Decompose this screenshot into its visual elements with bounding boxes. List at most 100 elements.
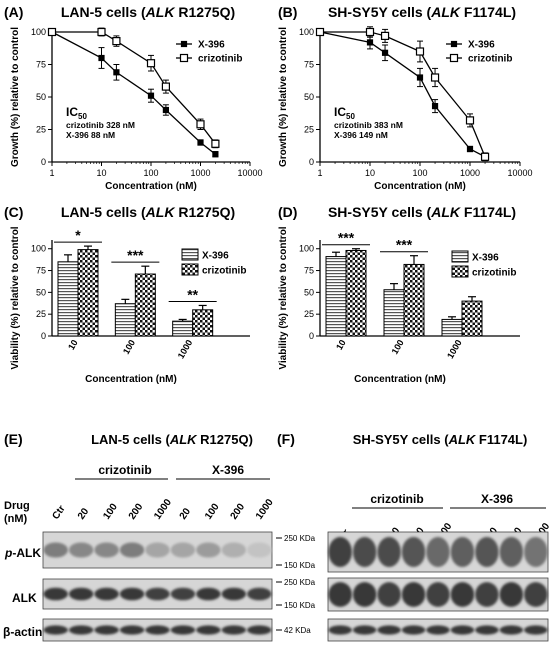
marker-label: 150 KDa: [284, 561, 316, 570]
ic50-value: crizotinib 383 nM: [334, 120, 403, 130]
blot-band: [475, 625, 499, 635]
blot-band: [328, 582, 352, 607]
legend-label: crizotinib: [472, 268, 516, 279]
blot-band: [450, 537, 475, 567]
blot-band: [196, 625, 221, 635]
data-point: [112, 36, 121, 46]
row-label-beta-actin: β-actin: [3, 625, 42, 639]
x-tick-label: 10000: [237, 168, 262, 178]
blot-band: [377, 625, 401, 635]
x-tick-label: 100: [412, 168, 427, 178]
y-tick-label: 75: [36, 60, 46, 70]
chart-title: SH-SY5Y cells (ALK F1174L): [328, 204, 516, 220]
x-tick-label: 100: [121, 338, 137, 356]
legend-marker: [180, 40, 188, 48]
x-tick-label: 100: [390, 338, 406, 356]
data-point: [196, 120, 205, 129]
bar-crizotinib: [403, 263, 425, 337]
data-point: [197, 139, 204, 146]
lane-label: 200: [229, 501, 248, 521]
group-label-x396: X-396: [212, 463, 244, 477]
data-point: [161, 82, 171, 91]
blot-band: [352, 625, 377, 635]
blot-band: [352, 582, 377, 607]
lane-label: 200: [127, 501, 146, 521]
data-point: [315, 27, 325, 37]
blot-band: [43, 542, 68, 558]
blot-band: [426, 625, 450, 635]
line-chart-a: 0 25 50 75 100 1 10 100 1000 10000 Concentration (…: [10, 27, 263, 192]
data-point: [146, 59, 156, 68]
legend-label: crizotinib: [468, 54, 512, 65]
blot-band: [221, 625, 247, 635]
panel-label: (F): [277, 431, 295, 447]
data-point: [366, 39, 374, 46]
panel-d: (D) SH-SY5Y cells (ALK F1174L) 0 25 50 75 10…: [278, 204, 520, 385]
y-tick-label: 0: [309, 331, 314, 341]
bar-x396: [114, 303, 136, 337]
x-tick-label: 1000: [176, 338, 195, 360]
blot-band: [524, 625, 548, 635]
blot-band: [119, 587, 145, 601]
legend-label: crizotinib: [198, 54, 242, 65]
blot-band: [68, 587, 94, 601]
bar-crizotinib: [461, 300, 483, 337]
mw-markers: 250 KDa 150 KDa 250 KDa 150 KDa 42 KDa: [276, 534, 316, 635]
blot-band: [426, 582, 450, 607]
y-tick-label: 75: [304, 60, 314, 70]
blot-band: [247, 625, 272, 635]
x-tick-label: 10: [66, 338, 80, 352]
lane-label: Ctr: [50, 503, 67, 521]
panel-e: (E) LAN-5 cells (ALK R1275Q) crizotinib …: [3, 431, 276, 642]
data-point: [430, 73, 440, 82]
data-point: [365, 27, 375, 37]
x-tick-label: 1: [317, 168, 322, 178]
y-tick-label: 25: [36, 125, 46, 135]
x-tick-label: 10: [334, 338, 348, 352]
y-tick-label: 50: [304, 287, 314, 297]
ic50-value: X-396 149 nM: [334, 130, 388, 140]
bar-crizotinib: [134, 273, 156, 337]
blot-band: [170, 587, 196, 601]
data-point: [466, 145, 474, 153]
y-tick-label: 50: [304, 92, 314, 102]
legend-swatch: [451, 265, 469, 278]
blot-band: [94, 542, 119, 558]
panel-label: (D): [278, 204, 297, 220]
x-axis-label: Concentration (nM): [85, 374, 177, 385]
blot-band: [401, 625, 426, 635]
panel-c: (C) LAN-5 cells (ALK R1275Q) 0 25 50 75 100 1…: [4, 204, 250, 385]
panel-a: (A) LAN-5 cells (ALK R1275Q) 0 25 50 75 100 1…: [4, 4, 263, 192]
blot-band: [119, 625, 145, 635]
bar-x396: [383, 289, 405, 337]
legend-swatch: [451, 250, 469, 263]
blot-band: [247, 542, 272, 558]
bar-crizotinib: [345, 249, 367, 337]
panel-label: (B): [278, 4, 297, 20]
blot-band: [475, 582, 499, 607]
legend-label: crizotinib: [202, 266, 246, 277]
y-axis-label: Growth (%) relative to control: [10, 27, 21, 167]
legend-marker: [179, 53, 189, 63]
y-tick-label: 25: [304, 309, 314, 319]
lane-label: 20: [178, 506, 194, 522]
blot-band: [196, 587, 221, 601]
y-tick-label: 50: [36, 287, 46, 297]
blot-title: LAN-5 cells (ALK R1275Q): [91, 432, 253, 447]
marker-label: 150 KDa: [284, 601, 316, 610]
ic50-value: X-396 88 nM: [66, 130, 115, 140]
data-point: [113, 69, 120, 76]
group-label-crizotinib: crizotinib: [370, 492, 423, 506]
significance-mark: ***: [396, 237, 413, 253]
blot-band: [499, 625, 524, 635]
y-tick-label: 75: [36, 266, 46, 276]
blot-band: [221, 587, 247, 601]
bar-crizotinib: [77, 249, 99, 337]
chart-title: LAN-5 cells (ALK R1275Q): [61, 204, 235, 220]
marker-label: 250 KDa: [284, 534, 316, 543]
significance-mark: ***: [127, 247, 144, 263]
marker-label: 250 KDa: [284, 578, 316, 587]
line-chart-b: 0 25 50 75 100 1 10 100 1000 10000 Concentration (…: [278, 26, 533, 192]
y-tick-label: 100: [299, 27, 314, 37]
data-point: [431, 102, 439, 110]
